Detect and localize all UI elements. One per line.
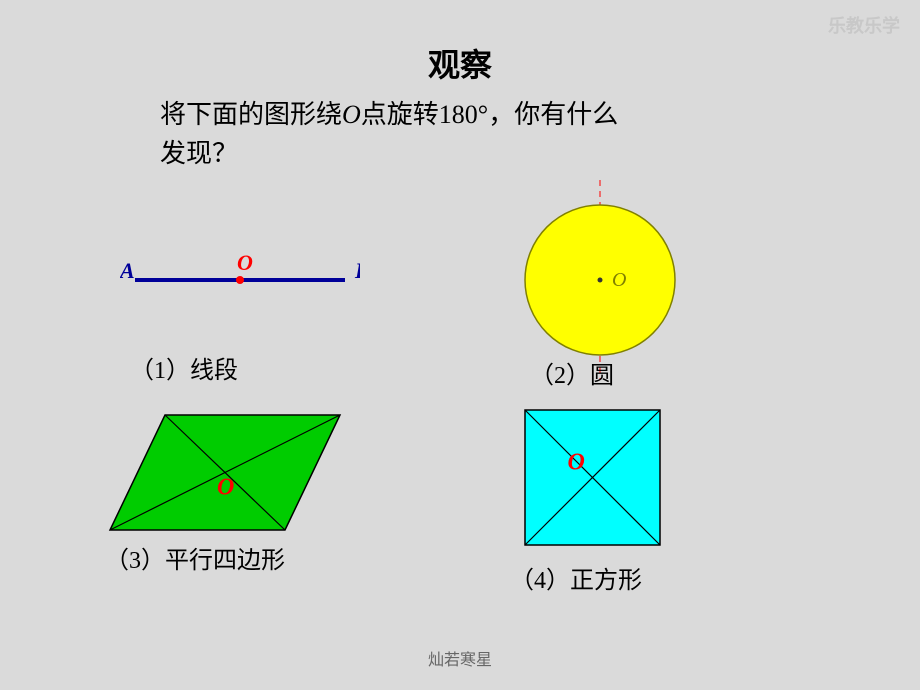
segment-caption: （1）线段: [130, 350, 238, 385]
watermark: 乐教乐学: [828, 12, 900, 38]
page-title: 观察: [428, 40, 492, 86]
svg-text:A: A: [120, 258, 135, 283]
question-part1: 将下面的图形绕: [160, 100, 342, 129]
parallelogram-svg: O: [100, 405, 400, 545]
question-part2: 发现？: [160, 139, 238, 168]
segment-svg: ABO: [120, 250, 360, 300]
square-diagram: O: [515, 400, 675, 565]
question-point-o: O: [342, 100, 361, 129]
parallelogram-diagram: O: [100, 405, 400, 550]
svg-text:O: O: [568, 450, 585, 476]
question-text: 将下面的图形绕O点旋转180°，你有什么 发现？: [160, 95, 840, 173]
svg-text:O: O: [612, 269, 626, 291]
parallelogram-caption: （3）平行四边形: [105, 540, 285, 575]
square-caption: （4）正方形: [510, 560, 642, 595]
circle-caption: （2）圆: [530, 355, 614, 390]
svg-text:B: B: [354, 258, 360, 283]
footer-text: 灿若寒星: [428, 646, 492, 670]
square-svg: O: [515, 400, 675, 560]
segment-diagram: ABO: [120, 250, 360, 305]
question-part1b: 点旋转180°，你有什么: [361, 100, 618, 129]
svg-text:O: O: [217, 475, 234, 501]
svg-text:O: O: [237, 250, 253, 275]
